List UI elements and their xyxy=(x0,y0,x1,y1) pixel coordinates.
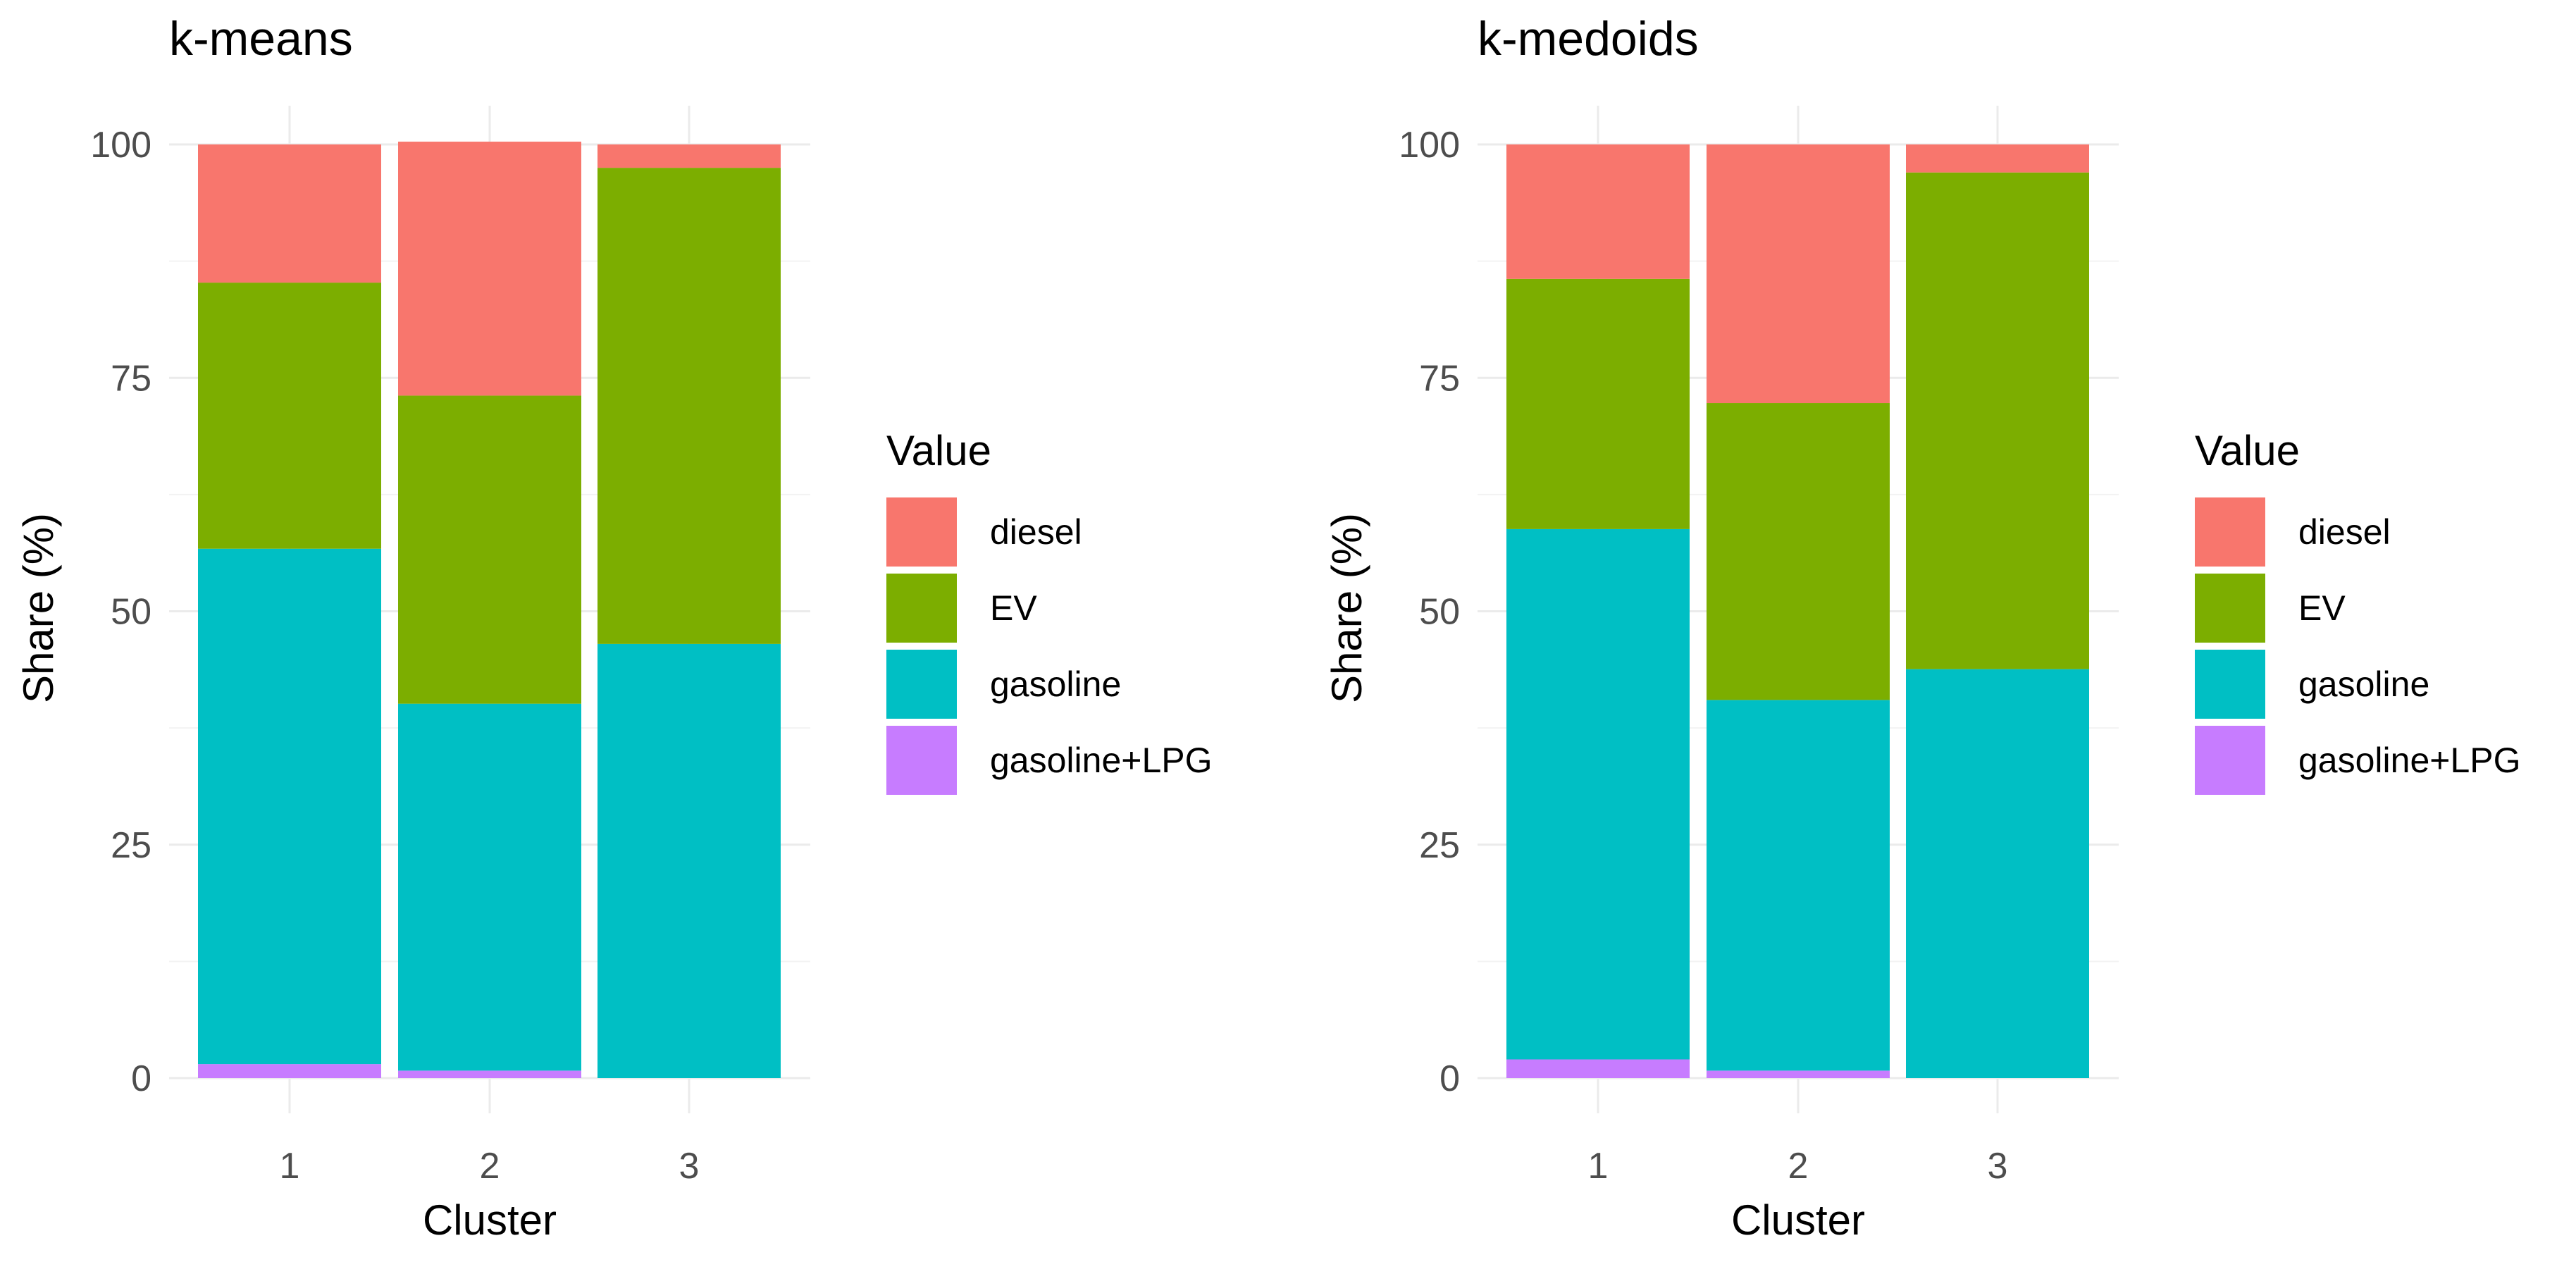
x-tick-label: 2 xyxy=(480,1146,500,1187)
y-tick-label: 0 xyxy=(1439,1058,1460,1099)
legend-swatch xyxy=(886,574,957,643)
bar-segment-diesel-cluster-3 xyxy=(597,144,781,168)
y-tick-label: 75 xyxy=(111,358,151,399)
x-tick-label: 2 xyxy=(1788,1146,1809,1187)
y-axis-label: Share (%) xyxy=(15,513,62,703)
chart-title: k-medoids xyxy=(1478,12,1699,66)
legend-label: diesel xyxy=(2298,512,2391,552)
y-tick-label: 25 xyxy=(1419,825,1460,866)
bar-segment-gasoline-cluster-2 xyxy=(1707,700,1890,1071)
bar-segment-diesel-cluster-2 xyxy=(1707,144,1890,404)
bar-segment-gasoline-cluster-3 xyxy=(597,643,781,1078)
legend-label: EV xyxy=(990,588,1037,628)
legend-label: gasoline+LPG xyxy=(990,741,1213,780)
legend-items: diesel EV gasoline gasoline+LPG xyxy=(886,497,1213,795)
legend-label: EV xyxy=(2298,588,2346,628)
legend-swatch xyxy=(886,497,957,567)
bar-segment-gasoline-plus-lpg-cluster-2 xyxy=(1707,1070,1890,1078)
bar-segment-diesel-cluster-1 xyxy=(1506,144,1690,279)
legend-swatch xyxy=(2195,574,2265,643)
legend-label: gasoline xyxy=(990,664,1121,704)
bar-segment-gasoline-cluster-3 xyxy=(1906,669,2089,1078)
x-axis-label: Cluster xyxy=(423,1196,557,1244)
y-tick-label: 75 xyxy=(1419,358,1460,399)
x-tick-labels: 1 2 3 xyxy=(280,1146,700,1187)
legend-swatch xyxy=(2195,726,2265,795)
legend-swatch xyxy=(886,650,957,719)
bars xyxy=(198,142,781,1078)
y-tick-label: 100 xyxy=(90,125,151,166)
legend-label: gasoline xyxy=(2298,664,2429,704)
bar-segment-diesel-cluster-3 xyxy=(1906,144,2089,173)
panel-k-medoids: k-medoids 0 25 50 75 100 1 2 3 Cluster Share (… xyxy=(1323,12,2521,1244)
x-tick-label: 3 xyxy=(679,1146,700,1187)
y-tick-label: 25 xyxy=(111,825,151,866)
x-tick-label: 1 xyxy=(280,1146,300,1187)
bar-segment-ev-cluster-3 xyxy=(1906,172,2089,669)
legend-label: diesel xyxy=(990,512,1082,552)
chart-title: k-means xyxy=(169,12,353,66)
bar-segment-ev-cluster-1 xyxy=(198,283,381,549)
legend: Value diesel EV gasoline gasoline+LPG xyxy=(2195,427,2521,795)
legend-swatch xyxy=(2195,497,2265,567)
y-tick-labels: 0 25 50 75 100 xyxy=(1399,125,1460,1099)
legend: Value diesel EV gasoline gasoline+LPG xyxy=(886,427,1213,795)
y-tick-label: 50 xyxy=(111,592,151,633)
x-tick-label: 1 xyxy=(1588,1146,1609,1187)
bar-segment-gasoline-cluster-1 xyxy=(1506,528,1690,1060)
bar-segment-gasoline-plus-lpg-cluster-1 xyxy=(1506,1059,1690,1078)
x-tick-labels: 1 2 3 xyxy=(1588,1146,2008,1187)
legend-items: diesel EV gasoline gasoline+LPG xyxy=(2195,497,2521,795)
bar-segment-diesel-cluster-2 xyxy=(398,142,581,396)
x-tick-label: 3 xyxy=(1988,1146,2008,1187)
panel-k-means: k-means 0 25 50 75 100 1 2 3 Cluster Share (%)… xyxy=(15,12,1213,1244)
bar-segment-ev-cluster-2 xyxy=(398,395,581,704)
y-axis-label: Share (%) xyxy=(1323,513,1370,703)
legend-label: gasoline+LPG xyxy=(2298,741,2521,780)
bars xyxy=(1506,144,2089,1078)
bar-segment-ev-cluster-2 xyxy=(1707,403,1890,700)
legend-title: Value xyxy=(2195,427,2300,474)
bar-segment-ev-cluster-3 xyxy=(597,168,781,644)
y-tick-label: 50 xyxy=(1419,592,1460,633)
bar-segment-gasoline-cluster-2 xyxy=(398,703,581,1071)
y-tick-label: 0 xyxy=(131,1058,151,1099)
y-tick-label: 100 xyxy=(1399,125,1460,166)
bar-segment-ev-cluster-1 xyxy=(1506,278,1690,529)
legend-title: Value xyxy=(886,427,991,474)
x-axis-label: Cluster xyxy=(1731,1196,1865,1244)
legend-swatch xyxy=(886,726,957,795)
bar-segment-gasoline-plus-lpg-cluster-1 xyxy=(198,1064,381,1078)
bar-segment-gasoline-plus-lpg-cluster-2 xyxy=(398,1070,581,1078)
bar-segment-gasoline-cluster-1 xyxy=(198,548,381,1065)
legend-swatch xyxy=(2195,650,2265,719)
y-tick-labels: 0 25 50 75 100 xyxy=(90,125,151,1099)
bar-segment-diesel-cluster-1 xyxy=(198,144,381,283)
